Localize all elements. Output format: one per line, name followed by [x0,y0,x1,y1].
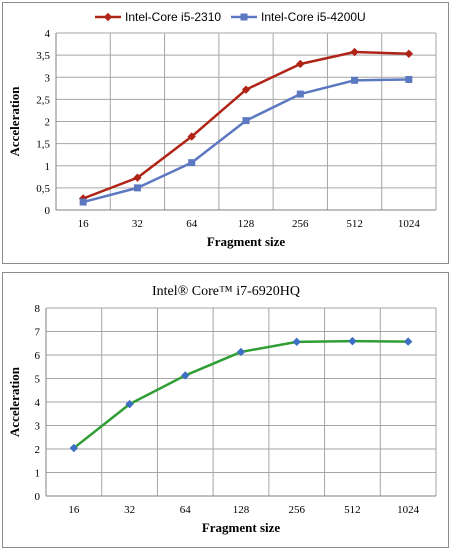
data-point [242,117,250,125]
x-axis-label: Fragment size [207,234,286,249]
y-axis-label: Acceleration [7,86,22,157]
data-point [79,198,87,206]
data-point [133,173,142,182]
y-tick-label: 0,5 [36,183,50,195]
x-tick-label: 256 [288,504,305,516]
x-tick-label: 512 [346,218,363,230]
y-tick-label: 5 [35,374,41,386]
data-point [133,184,141,192]
series-line [73,339,409,450]
data-point [350,47,359,57]
data-point [348,336,357,346]
y-tick-label: 4 [35,397,41,409]
y-tick-label: 7 [35,327,41,339]
x-tick-label: 16 [78,218,90,230]
x-tick-label: 1024 [397,504,420,516]
x-tick-label: 32 [124,504,135,516]
chart-top-panel: 0 0,5 1 1,5 2 2,5 3 3,5 4 16 32 64 128 256 512 1024 Frag… [2,2,449,264]
data-point [405,75,413,83]
data-point [188,159,196,167]
data-point [236,347,246,357]
legend-marker [103,12,113,22]
y-tick-label: 6 [35,350,41,362]
data-point [403,337,413,346]
x-axis-label: Fragment size [202,520,281,535]
x-tick-label: 64 [186,218,198,230]
x-tick-label: 256 [292,218,309,230]
data-point [69,443,79,453]
data-point [351,76,359,84]
chart-title: Intel® Core™ i7-6920HQ [152,284,300,299]
y-tick-label: 2,5 [36,94,50,106]
series-line [82,50,409,200]
y-tick-label: 2 [35,444,41,456]
y-tick-label: 3,5 [36,50,50,62]
y-tick-label: 3 [45,72,51,84]
data-point [187,132,196,141]
y-tick-label: 1 [35,468,41,480]
data-point [125,399,134,409]
x-tick-label: 32 [132,218,143,230]
data-point [181,371,190,380]
data-point [296,90,304,98]
y-tick-label: 1,5 [36,139,50,151]
chart-top: 0 0,5 1 1,5 2 2,5 3 3,5 4 16 32 64 128 256 512 1024 Frag… [7,10,437,249]
series-line [82,78,409,204]
data-point [292,337,301,347]
chart-bottom: 0 1 2 3 4 5 6 7 8 16 32 64 128 256 512 1024 Fragment siz… [7,284,437,535]
data-point [241,85,251,94]
y-tick-label: 0 [35,491,41,503]
y-axis-label: Acceleration [7,366,22,437]
x-tick-label: 16 [68,504,80,516]
legend-marker [240,13,248,21]
x-tick-label: 128 [233,504,250,516]
legend-label: Intel-Core i5-2310 [125,10,221,24]
chart-bottom-panel: 0 1 2 3 4 5 6 7 8 16 32 64 128 256 512 1024 Fragment siz… [2,272,449,548]
x-tick-label: 128 [238,218,255,230]
y-tick-label: 0 [45,205,51,217]
legend-label: Intel-Core i5-4200U [261,10,366,24]
x-tick-label: 1024 [398,218,421,230]
y-tick-label: 2 [45,117,51,129]
x-tick-label: 64 [180,504,192,516]
y-tick-label: 4 [45,28,51,40]
y-tick-label: 3 [35,421,41,433]
data-point [296,59,305,69]
y-tick-label: 1 [45,161,51,173]
y-tick-label: 8 [35,303,41,315]
data-point [404,49,414,58]
x-tick-label: 512 [344,504,361,516]
